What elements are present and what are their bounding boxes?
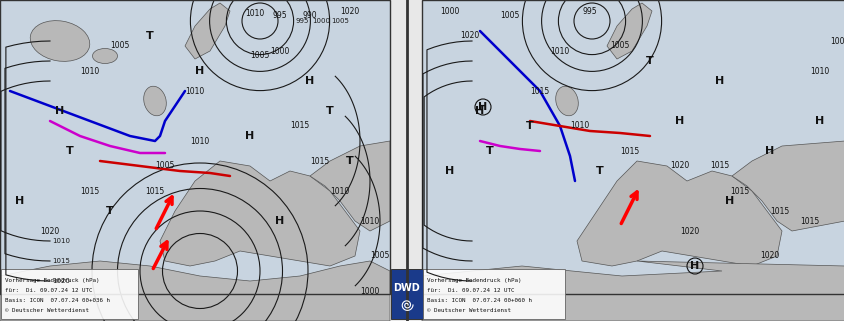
- Text: 1020: 1020: [679, 227, 699, 236]
- FancyBboxPatch shape: [0, 0, 390, 294]
- Text: 1000: 1000: [830, 37, 844, 46]
- Ellipse shape: [92, 48, 117, 64]
- Ellipse shape: [555, 86, 577, 116]
- Text: H: H: [765, 146, 774, 156]
- Text: H: H: [305, 76, 314, 86]
- FancyBboxPatch shape: [1, 269, 138, 319]
- Text: T: T: [146, 31, 154, 41]
- Text: 1015: 1015: [799, 216, 819, 225]
- Text: T: T: [346, 156, 354, 166]
- Text: T: T: [326, 106, 333, 116]
- Text: 990: 990: [302, 12, 317, 21]
- Polygon shape: [0, 261, 390, 321]
- Text: 1015: 1015: [530, 86, 549, 96]
- Text: H: H: [195, 66, 204, 76]
- Polygon shape: [576, 161, 781, 266]
- Text: H: H: [674, 116, 684, 126]
- Text: H: H: [275, 216, 284, 226]
- Text: Vorhersage Bodendruck (hPa): Vorhersage Bodendruck (hPa): [5, 278, 100, 283]
- Text: © Deutscher Wetterdienst: © Deutscher Wetterdienst: [426, 308, 511, 313]
- Text: 1015: 1015: [52, 258, 70, 264]
- Text: H: H: [814, 116, 824, 126]
- FancyBboxPatch shape: [421, 0, 844, 294]
- Text: H: H: [56, 106, 64, 116]
- Text: Basis: ICON  07.07.24 00+036 h: Basis: ICON 07.07.24 00+036 h: [5, 298, 110, 303]
- Text: 1010: 1010: [190, 136, 209, 145]
- Text: 1005: 1005: [111, 41, 129, 50]
- Text: 995: 995: [273, 12, 287, 21]
- Text: 995: 995: [295, 18, 309, 24]
- Text: 1020: 1020: [460, 31, 479, 40]
- Text: 1015: 1015: [80, 187, 100, 195]
- FancyBboxPatch shape: [391, 269, 423, 319]
- Text: 1000: 1000: [440, 6, 459, 15]
- Text: © Deutscher Wetterdienst: © Deutscher Wetterdienst: [5, 308, 89, 313]
- Text: Vorhersage Bodendruck (hPa): Vorhersage Bodendruck (hPa): [426, 278, 521, 283]
- Text: H: H: [445, 166, 454, 176]
- Text: 1005: 1005: [370, 251, 389, 261]
- Text: 1005: 1005: [500, 12, 519, 21]
- Text: 1010: 1010: [549, 47, 569, 56]
- Text: 1010: 1010: [185, 86, 204, 96]
- Text: 1000: 1000: [360, 287, 379, 296]
- Text: 1000: 1000: [312, 18, 330, 24]
- FancyBboxPatch shape: [423, 269, 565, 319]
- Text: 1010: 1010: [809, 66, 829, 75]
- Text: 1020: 1020: [41, 227, 60, 236]
- Text: 1005: 1005: [155, 161, 175, 170]
- Text: 1000: 1000: [270, 47, 289, 56]
- Text: 1015: 1015: [290, 122, 309, 131]
- Text: 1010: 1010: [245, 8, 264, 18]
- Text: DWD: DWD: [393, 283, 419, 293]
- Text: 1010: 1010: [330, 187, 349, 195]
- Text: 1010: 1010: [80, 66, 100, 75]
- Text: 1015: 1015: [145, 187, 165, 195]
- Text: 1005: 1005: [250, 51, 269, 60]
- Polygon shape: [731, 141, 844, 231]
- Text: 1005: 1005: [331, 18, 349, 24]
- Text: H: H: [15, 196, 24, 206]
- Ellipse shape: [30, 21, 89, 61]
- Polygon shape: [310, 141, 390, 231]
- Text: 1005: 1005: [609, 41, 629, 50]
- Text: T: T: [526, 121, 533, 131]
- Text: für:  Di. 09.07.24 12 UTC: für: Di. 09.07.24 12 UTC: [426, 288, 514, 293]
- Text: H: H: [724, 196, 733, 206]
- Text: 1015: 1015: [770, 206, 788, 215]
- Text: H: H: [690, 261, 699, 271]
- Text: 1010: 1010: [52, 238, 70, 244]
- Text: 1015: 1015: [710, 161, 728, 170]
- Text: T: T: [646, 56, 653, 66]
- Text: für:  Di. 09.07.24 12 UTC: für: Di. 09.07.24 12 UTC: [5, 288, 92, 293]
- Text: T: T: [595, 166, 603, 176]
- Text: T: T: [66, 146, 73, 156]
- Text: 1020: 1020: [340, 6, 360, 15]
- Text: 1015: 1015: [310, 157, 329, 166]
- Ellipse shape: [143, 86, 166, 116]
- Text: H: H: [475, 106, 484, 116]
- Text: 1020: 1020: [760, 251, 779, 261]
- Text: 1020: 1020: [52, 278, 70, 284]
- Polygon shape: [185, 3, 230, 59]
- Text: 1015: 1015: [619, 146, 639, 155]
- Polygon shape: [606, 3, 652, 59]
- Text: 1015: 1015: [729, 187, 749, 195]
- Text: 1020: 1020: [669, 161, 689, 170]
- Text: Basis: ICON  07.07.24 00+060 h: Basis: ICON 07.07.24 00+060 h: [426, 298, 532, 303]
- Text: H: H: [245, 131, 254, 141]
- Text: T: T: [106, 206, 114, 216]
- Polygon shape: [160, 161, 360, 266]
- Polygon shape: [421, 261, 844, 321]
- Text: H: H: [478, 102, 487, 112]
- Text: 995: 995: [582, 6, 597, 15]
- Text: 1010: 1010: [570, 122, 589, 131]
- Text: 1010: 1010: [360, 216, 379, 225]
- Text: H: H: [715, 76, 724, 86]
- Text: T: T: [485, 146, 493, 156]
